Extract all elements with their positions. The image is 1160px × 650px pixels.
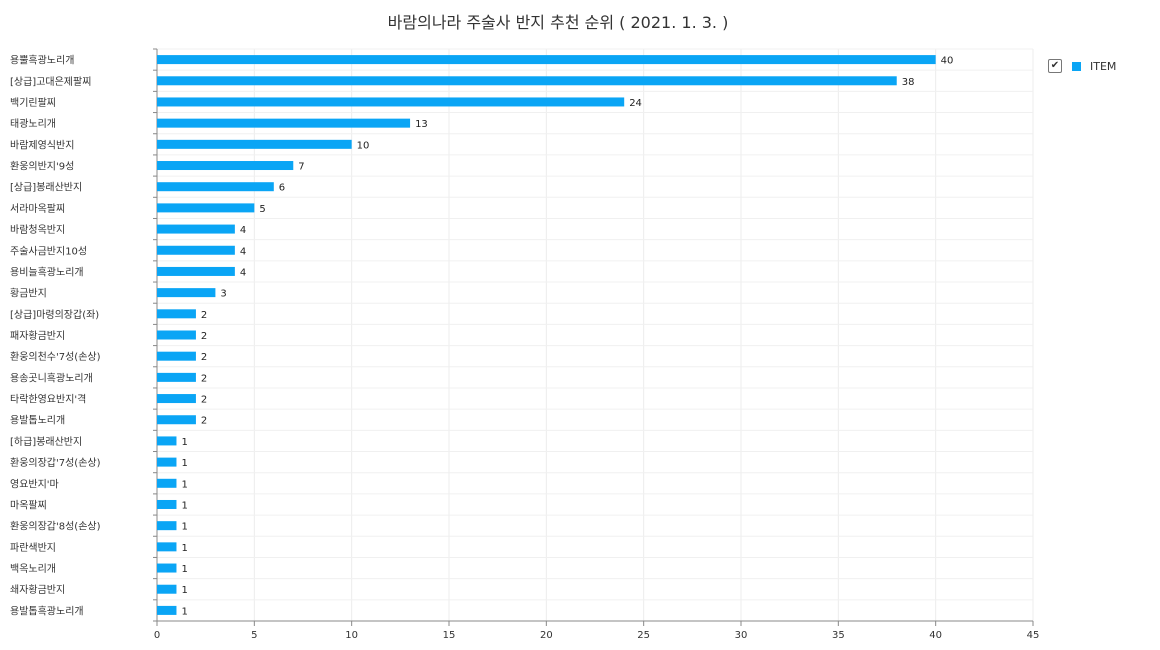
bar (157, 118, 411, 128)
bar (157, 266, 235, 276)
bar (157, 436, 177, 446)
data-label: 2 (201, 373, 207, 384)
category-label: 환웅의반지'9성 (10, 161, 74, 173)
data-label: 13 (415, 119, 428, 130)
data-label: 24 (629, 98, 642, 109)
category-label: 백기린팔찌 (10, 97, 56, 109)
category-label: 용비늘흑광노리개 (10, 265, 84, 278)
data-label: 3 (220, 289, 226, 300)
data-label: 10 (357, 140, 370, 151)
bar (157, 288, 216, 298)
bar (157, 605, 177, 615)
category-label: 용발톱흑광노리개 (10, 604, 84, 617)
data-label: 4 (240, 246, 246, 257)
category-label: 황금반지 (10, 288, 47, 300)
data-label: 1 (181, 543, 187, 554)
data-label: 1 (181, 564, 187, 575)
bar (157, 76, 897, 86)
x-tick-label: 30 (735, 630, 748, 641)
category-label: [상급]고대은제팔찌 (10, 76, 91, 88)
x-tick-label: 40 (929, 630, 942, 641)
bar (157, 351, 196, 361)
category-label: 바람제영식반지 (10, 138, 74, 151)
bar (157, 245, 235, 255)
bar (157, 330, 196, 340)
category-label: 타락한영요반지'격 (10, 393, 86, 406)
bar (157, 224, 235, 234)
bar (157, 584, 177, 594)
bar (157, 372, 196, 382)
data-label: 2 (201, 352, 207, 363)
data-label: 4 (240, 225, 246, 236)
category-label: 환웅의장갑'7성(손상) (10, 457, 101, 469)
data-label: 40 (941, 56, 954, 67)
x-tick-label: 10 (345, 630, 358, 641)
bar (157, 55, 936, 65)
category-label: 쇄자황금반지 (10, 584, 65, 596)
data-label: 6 (279, 183, 285, 194)
data-label: 2 (201, 310, 207, 321)
category-label: 패자황금반지 (10, 330, 65, 342)
legend-label[interactable]: ITEM (1090, 59, 1117, 73)
category-label: [상급]봉래산반지 (10, 182, 82, 194)
category-label: 백옥노리개 (10, 563, 56, 575)
category-label: 태광노리개 (10, 118, 56, 130)
chart-title: 바람의나라 주술사 반지 추천 순위 ( 2021. 1. 3. ) (387, 13, 729, 32)
data-label: 7 (298, 162, 304, 173)
data-label: 1 (181, 500, 187, 511)
category-label: 바람청옥반지 (10, 223, 65, 236)
bar (157, 415, 196, 425)
category-label: 서라마옥팔찌 (10, 203, 65, 215)
data-label: 2 (201, 416, 207, 427)
data-label: 38 (902, 77, 915, 88)
data-label: 2 (201, 395, 207, 406)
legend-checkbox[interactable]: ✔ (1048, 59, 1062, 73)
checkmark-icon: ✔ (1050, 60, 1060, 71)
data-label: 2 (201, 331, 207, 342)
x-tick-label: 45 (1027, 630, 1040, 641)
data-label: 1 (181, 606, 187, 617)
data-label: 5 (259, 204, 265, 215)
bar (157, 457, 177, 467)
x-tick-label: 25 (637, 630, 650, 641)
legend: ✔ ITEM (1048, 59, 1116, 73)
category-label: 환웅의장갑'8성(손상) (10, 521, 101, 533)
data-label: 1 (181, 522, 187, 533)
bar (157, 521, 177, 531)
x-tick-label: 0 (154, 630, 160, 641)
bar (157, 139, 352, 149)
bar (157, 499, 177, 509)
bar (157, 182, 274, 192)
x-tick-label: 35 (832, 630, 845, 641)
data-label: 1 (181, 458, 187, 469)
data-label: 1 (181, 585, 187, 596)
bar (157, 161, 294, 171)
data-label: 4 (240, 267, 246, 278)
bar (157, 542, 177, 552)
bar (157, 309, 196, 319)
data-label: 1 (181, 437, 187, 448)
category-label: 영요반지'마 (10, 478, 59, 490)
category-label: 용송곳니흑광노리개 (10, 371, 93, 384)
category-label: [상급]마령의장갑(좌) (10, 309, 99, 321)
bar (157, 203, 255, 213)
x-tick-label: 20 (540, 630, 553, 641)
category-label: 마옥팔찌 (10, 499, 47, 511)
bar (157, 563, 177, 573)
x-tick-label: 5 (251, 630, 257, 641)
bar (157, 394, 196, 404)
bar (157, 478, 177, 488)
category-label: [하급]봉래산반지 (10, 435, 82, 448)
data-label: 1 (181, 479, 187, 490)
category-label: 파란색반지 (10, 542, 56, 554)
x-tick-label: 15 (443, 630, 456, 641)
category-label: 용뿔흑광노리개 (10, 54, 74, 67)
category-label: 환웅의천수'7성(손상) (10, 351, 101, 363)
bar (157, 97, 625, 107)
category-label: 주술사금반지10성 (10, 245, 87, 257)
legend-swatch (1072, 61, 1081, 71)
category-label: 용발톱노리개 (10, 415, 65, 427)
